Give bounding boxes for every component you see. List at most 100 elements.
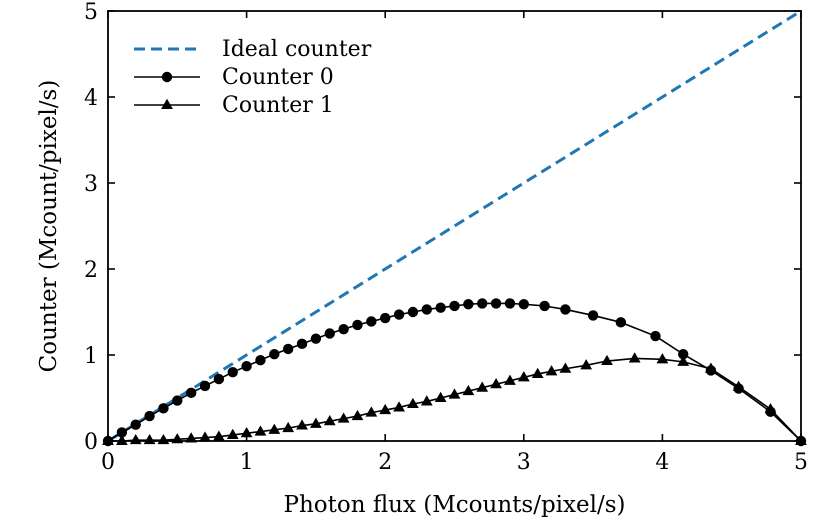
series-2-point-34: [580, 359, 593, 370]
series-2-point-4: [157, 433, 170, 445]
y-tick-label-4: 4: [84, 86, 98, 111]
series-1-point-18: [352, 319, 363, 331]
series-2-point-15: [310, 417, 322, 428]
series-2-point-29: [504, 374, 516, 385]
series-2-point-11: [254, 425, 267, 436]
series-1-point-14: [296, 338, 308, 350]
series-2-point-5: [171, 433, 184, 444]
series-2-point-31: [531, 367, 544, 378]
y-tick-label-0: 0: [84, 430, 98, 455]
series-2-point-6: [185, 432, 198, 443]
series-2-point-14: [296, 419, 308, 430]
axis-ticks: 0 1 2 3 4 5 0 1 2 3 4 5: [84, 0, 808, 475]
series-2-point-33: [559, 362, 572, 373]
series-1-point-17: [338, 324, 349, 335]
series-1-point-26: [463, 299, 474, 310]
series-1-point-35: [650, 330, 661, 342]
plot-area: [108, 11, 801, 441]
series-2-point-35: [601, 354, 613, 366]
axes-frame: [107, 10, 802, 442]
series-1-point-20: [380, 312, 391, 324]
series-2-point-3: [143, 433, 156, 445]
series-2-point-26: [462, 384, 475, 396]
x-tick-label-4: 4: [655, 450, 669, 475]
y-tick-label-5: 5: [84, 0, 98, 25]
series-2-point-18: [351, 409, 364, 421]
series-1-point-31: [539, 300, 550, 312]
series-1-point-8: [213, 373, 225, 385]
series-2-point-17: [337, 412, 350, 423]
series-1-point-23: [421, 304, 432, 315]
x-tick-label-3: 3: [517, 450, 531, 475]
series-2-point-37: [656, 353, 669, 364]
series-2-point-2: [129, 433, 142, 445]
series-1-point-33: [587, 310, 599, 321]
legend-label-0: Ideal counter: [222, 37, 372, 62]
legend-entry-2: Counter 1: [134, 93, 334, 118]
series-1-point-16: [324, 328, 335, 339]
axes-border: [107, 10, 802, 442]
y-tick-label-3: 3: [84, 172, 98, 197]
series-2-point-22: [407, 397, 419, 409]
series-2-point-38: [677, 355, 690, 366]
series-2-point-41: [764, 402, 777, 414]
series-1-point-10: [241, 360, 252, 372]
series-1-point-21: [393, 309, 405, 320]
series-1-point-9: [227, 367, 238, 378]
series-1-point-29: [504, 298, 516, 309]
series-2-point-36: [628, 352, 641, 363]
y-tick-label-1: 1: [84, 344, 98, 369]
series-2-point-32: [545, 365, 558, 376]
x-tick-label-2: 2: [378, 450, 392, 475]
series-1-point-6: [185, 387, 197, 399]
series-2-point-9: [226, 428, 239, 440]
series-2-point-28: [490, 378, 502, 389]
series-1-point-3: [144, 410, 155, 422]
series-2-point-24: [434, 391, 447, 403]
series-1-point-11: [255, 354, 266, 366]
series-2-point-27: [476, 381, 489, 392]
series-1-point-2: [130, 419, 141, 430]
x-axis-label: Photon flux (Mcounts/pixel/s): [283, 492, 625, 518]
series-2-point-21: [393, 401, 405, 412]
series-1-point-27: [477, 298, 488, 309]
series-2-point-1: [115, 434, 128, 446]
series-line-1: [108, 302, 801, 441]
series-2-point-10: [240, 427, 253, 438]
y-axis-label: Counter (Mcount/pixel/s): [36, 80, 62, 373]
series-2-point-20: [379, 403, 392, 415]
series-1-point-36: [677, 348, 689, 360]
series-2-point-12: [268, 423, 281, 434]
y-tick-label-2: 2: [84, 258, 98, 283]
series-2-point-42: [795, 434, 807, 446]
series-2-point-39: [705, 362, 717, 373]
legend-label-1: Counter 0: [222, 65, 334, 90]
legend-label-2: Counter 1: [222, 93, 334, 118]
series-1-point-32: [560, 304, 571, 315]
series-2-point-23: [420, 395, 433, 406]
series-2-point-7: [199, 431, 211, 442]
series-1-point-13: [282, 343, 294, 355]
series-2-point-19: [365, 406, 378, 417]
series-1-point-28: [490, 298, 502, 309]
series-2-point-0: [102, 434, 114, 446]
series-1-point-24: [435, 302, 446, 313]
legend-marker-2: [161, 98, 173, 110]
series-2-point-8: [212, 430, 225, 441]
series-2-point-40: [732, 380, 745, 391]
series-1-point-12: [269, 348, 280, 360]
series-1-point-22: [407, 306, 419, 318]
series-2-point-13: [282, 421, 295, 433]
series-1-point-19: [366, 316, 377, 327]
legend-marker-1: [161, 71, 173, 83]
series-2-point-16: [323, 415, 336, 426]
legend-entry-0: Ideal counter: [134, 37, 372, 62]
x-tick-label-1: 1: [240, 450, 254, 475]
legend-entry-1: Counter 0: [134, 65, 334, 90]
series-2-point-30: [517, 371, 530, 382]
series-1-point-30: [518, 299, 529, 310]
series-line-2: [108, 357, 801, 441]
legend: Ideal counter Counter 0 Counter 1: [134, 37, 372, 118]
series-1-point-7: [199, 380, 211, 392]
series-1-point-15: [310, 333, 322, 344]
